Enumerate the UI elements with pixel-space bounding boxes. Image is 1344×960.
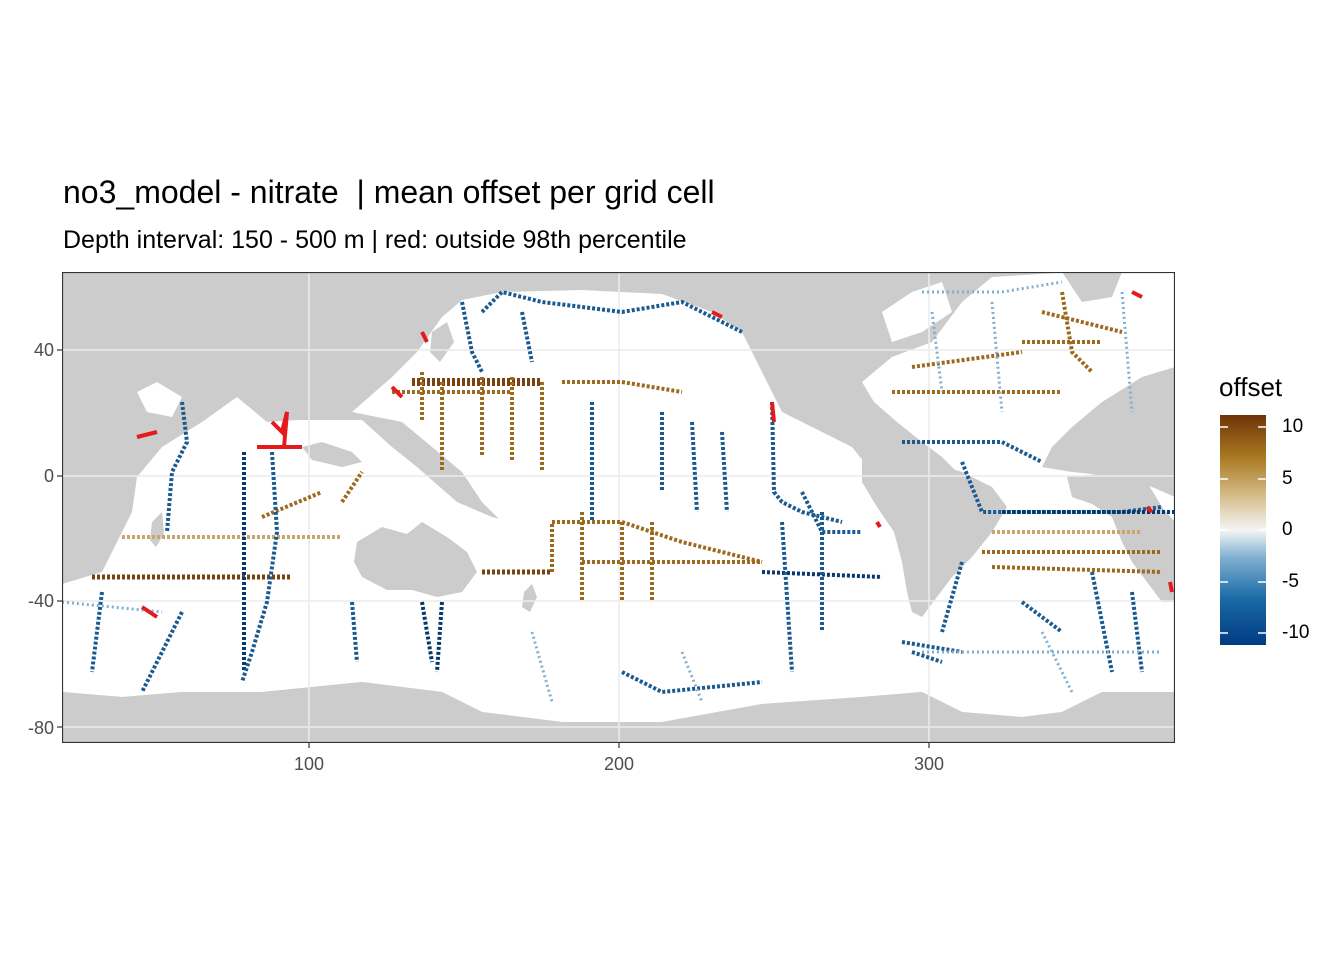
panel-border bbox=[62, 272, 1175, 743]
x-tick-label: 100 bbox=[293, 754, 325, 774]
plot-title: no3_model - nitrate | mean offset per gr… bbox=[63, 174, 715, 210]
positive-tracks bbox=[92, 291, 1163, 602]
outlier-cells bbox=[136, 290, 1174, 619]
plot-subtitle: Depth interval: 150 - 500 m | red: outsi… bbox=[63, 226, 687, 254]
y-tick-label: -80 bbox=[27, 718, 54, 738]
grid-lines bbox=[62, 272, 1175, 743]
x-tick-label: 300 bbox=[913, 754, 945, 774]
legend-label: 0 bbox=[1282, 519, 1293, 540]
legend-label: 5 bbox=[1282, 468, 1293, 489]
legend-title: offset bbox=[1219, 372, 1283, 402]
offset-map bbox=[62, 272, 1175, 743]
legend-label: -10 bbox=[1282, 622, 1310, 643]
legend-label: -5 bbox=[1282, 571, 1299, 592]
light-negative-tracks bbox=[62, 280, 1162, 703]
x-tick-label: 200 bbox=[603, 754, 635, 774]
legend-label: 10 bbox=[1282, 416, 1304, 437]
map-panel bbox=[62, 272, 1175, 743]
y-tick-label: -40 bbox=[27, 591, 54, 611]
y-tick-label: 40 bbox=[33, 340, 54, 360]
y-tick-label: 0 bbox=[43, 466, 54, 486]
negative-tracks bbox=[90, 289, 1175, 695]
legend-colorbar bbox=[1220, 415, 1266, 645]
